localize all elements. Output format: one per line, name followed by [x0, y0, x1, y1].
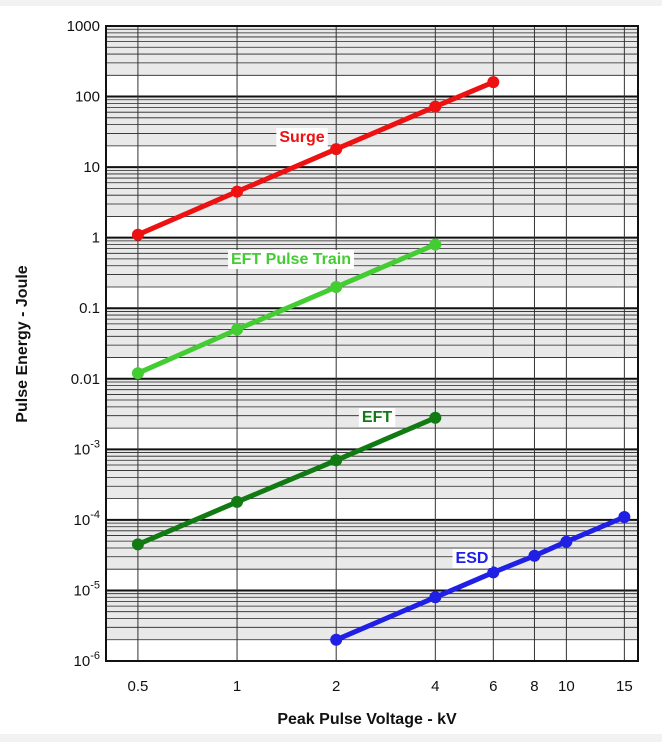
y-tick-label: 10: [83, 159, 100, 176]
y-tick-mantissa: 10: [74, 582, 91, 599]
data-point-surge: [487, 76, 500, 89]
y-tick-mantissa: 10: [74, 653, 91, 670]
data-point-eft-pulse-train: [429, 238, 442, 251]
x-tick-label: 4: [431, 678, 439, 695]
decade-band: [106, 167, 638, 217]
x-tick-label: 6: [489, 678, 497, 695]
y-tick-label: 100: [75, 89, 100, 106]
data-point-surge: [131, 228, 144, 241]
data-point-eft: [429, 411, 442, 424]
series-label-surge: Surge: [279, 129, 324, 146]
decade-band: [106, 96, 638, 146]
series-label-group-eft: EFT: [358, 408, 396, 427]
x-tick-label: 2: [332, 678, 340, 695]
series-layer: [131, 76, 631, 646]
plot-frame: [105, 25, 639, 662]
label-layer: Surge EFT Pulse Train EFT ESD: [227, 128, 492, 568]
data-point-surge: [231, 185, 244, 198]
tick-layer: 0.5 1 2 4 6 8 10 1510001001010.10.0110-310-410-…: [67, 18, 633, 695]
data-point-esd: [618, 510, 631, 523]
y-tick-label: 10-4: [74, 509, 100, 529]
series-label-bg: [276, 128, 328, 147]
data-point-eft: [231, 495, 244, 508]
decade-band: [106, 26, 638, 76]
decade-band: [106, 590, 638, 640]
data-point-esd: [560, 535, 573, 548]
x-tick-label: 8: [530, 678, 538, 695]
y-axis-title: Pulse Energy - Joule: [14, 265, 31, 422]
y-tick-label: 0.01: [71, 371, 100, 388]
data-point-esd: [429, 591, 442, 604]
y-tick-label: 10-5: [74, 579, 100, 599]
data-point-esd: [487, 566, 500, 579]
y-tick-exponent: -4: [90, 509, 100, 521]
y-tick-exponent: -3: [90, 438, 100, 450]
grid-layer: [105, 25, 639, 662]
y-tick-mantissa: 10: [74, 441, 91, 458]
series-label-group-surge: Surge: [276, 128, 328, 147]
x-tick-label: 10: [558, 678, 575, 695]
decade-band: [106, 237, 638, 287]
y-tick-exponent: -6: [90, 650, 100, 662]
series-label-eft: EFT: [362, 409, 392, 426]
series-label-group-esd: ESD: [452, 549, 492, 568]
data-point-eft-pulse-train: [330, 280, 343, 293]
data-point-eft: [330, 454, 343, 467]
y-tick-mantissa: 10: [74, 512, 91, 529]
y-tick-exponent: -5: [90, 579, 100, 591]
series-line-esd: [333, 514, 627, 643]
decade-band: [106, 519, 638, 570]
y-tick-label: 10-6: [74, 650, 100, 670]
decade-band: [106, 449, 638, 499]
series-label-group-eft-pulse-train: EFT Pulse Train: [227, 250, 355, 269]
data-point-surge: [330, 143, 343, 156]
series-label-bg: [452, 549, 492, 568]
data-point-eft: [131, 538, 144, 551]
x-tick-label: 0.5: [127, 678, 148, 695]
series-line-eft-pulse-train: [135, 242, 438, 376]
data-point-eft-pulse-train: [231, 323, 244, 336]
x-axis-title: Peak Pulse Voltage - kV: [277, 711, 457, 728]
x-tick-label: 15: [616, 678, 633, 695]
y-tick-label: 1000: [67, 18, 100, 35]
bottom-strip: [0, 734, 662, 742]
data-point-esd: [528, 549, 541, 562]
y-tick-label: 1: [92, 230, 100, 247]
series-label-eft-pulse-train: EFT Pulse Train: [231, 251, 351, 268]
data-point-esd: [330, 633, 343, 646]
data-point-surge: [429, 100, 442, 113]
y-tick-label: 0.1: [79, 300, 100, 317]
x-tick-label: 1: [233, 678, 241, 695]
series-label-bg: [358, 408, 396, 427]
top-strip: [0, 0, 662, 6]
y-tick-label: 10-3: [74, 438, 100, 458]
series-line-eft: [135, 415, 438, 547]
series-label-bg: [227, 250, 355, 269]
data-point-eft-pulse-train: [131, 367, 144, 380]
series-label-esd: ESD: [456, 550, 489, 567]
